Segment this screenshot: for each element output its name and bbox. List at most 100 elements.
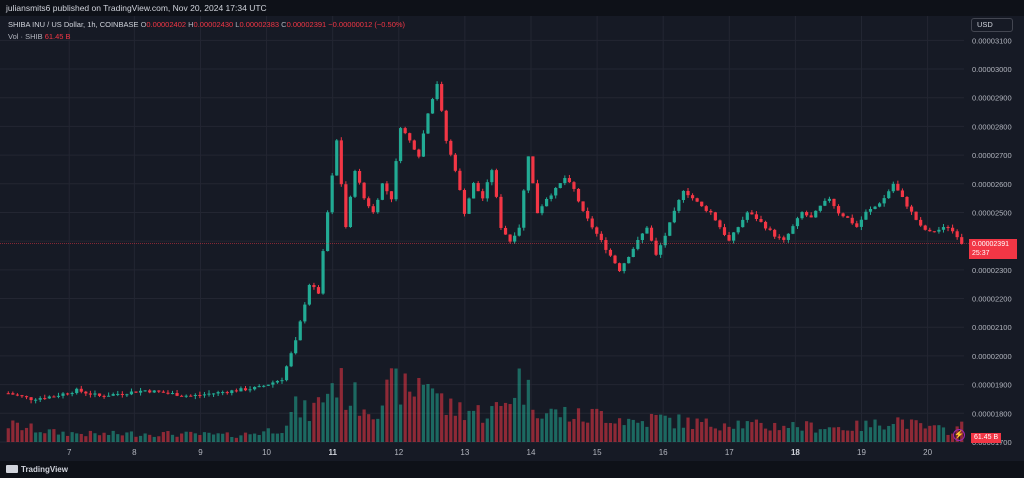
candle-body xyxy=(444,110,448,141)
candle-body xyxy=(873,206,877,209)
candle-body xyxy=(923,225,927,230)
candle-body xyxy=(695,198,699,202)
volume-bar xyxy=(654,414,658,442)
candle-body xyxy=(65,393,70,395)
candle-body xyxy=(654,240,658,255)
volume-bar xyxy=(805,421,809,442)
candle-body xyxy=(827,198,832,201)
x-tick-label: 12 xyxy=(394,448,403,457)
candle-body xyxy=(170,393,175,395)
volume-bar xyxy=(923,428,927,442)
volume-bar xyxy=(211,434,216,442)
candle-body xyxy=(722,227,727,235)
volume-bar xyxy=(476,405,480,442)
candle-body xyxy=(905,196,909,207)
candle-body xyxy=(768,228,772,230)
candle-body xyxy=(732,232,736,241)
volume-bar xyxy=(668,417,672,442)
candle-body xyxy=(120,393,124,395)
volume-bar xyxy=(713,428,717,442)
candle-body xyxy=(348,196,353,228)
y-tick-label: 0.00002700 xyxy=(972,151,1012,160)
volume-bar xyxy=(827,427,832,442)
candle-body xyxy=(700,201,704,207)
x-tick-label: 17 xyxy=(725,448,734,457)
candle-body xyxy=(462,190,467,214)
candle-body xyxy=(887,191,891,199)
volume-bar xyxy=(950,433,955,442)
volume-bar xyxy=(120,435,124,442)
candle-body xyxy=(421,133,426,157)
candle-body xyxy=(129,391,134,395)
y-tick-label: 0.00002300 xyxy=(972,266,1012,275)
candle-body xyxy=(453,154,457,171)
candle-body xyxy=(471,183,476,199)
last-price-tag: 0.00002391 25:37 xyxy=(969,239,1017,259)
volume-bar xyxy=(180,433,184,442)
candle-body xyxy=(805,212,809,216)
volume-bar xyxy=(70,432,74,442)
volume-bar xyxy=(604,422,608,442)
candle-body xyxy=(93,393,97,395)
volume-bar xyxy=(878,425,882,442)
volume-bar xyxy=(193,433,197,442)
candle-body xyxy=(572,182,576,189)
lightning-icon[interactable]: ⚡ xyxy=(953,429,965,441)
volume-bar xyxy=(549,408,553,442)
volume-bar xyxy=(289,412,293,442)
candle-body xyxy=(24,396,29,398)
candle-body xyxy=(198,394,202,396)
y-tick-label: 0.00002800 xyxy=(972,122,1012,131)
volume-bar xyxy=(909,419,914,442)
volume-bar xyxy=(576,408,581,442)
volume-bar xyxy=(800,430,804,442)
volume-bar xyxy=(563,406,567,442)
candle-body xyxy=(677,200,681,211)
candle-body xyxy=(727,234,731,241)
candle-body xyxy=(576,188,581,202)
candle-body xyxy=(389,191,394,200)
candle-body xyxy=(777,236,781,238)
candle-body xyxy=(107,395,111,397)
volume-bar xyxy=(148,434,152,442)
candle-body xyxy=(855,223,859,227)
volume-bar xyxy=(399,404,403,442)
candle-body xyxy=(61,393,65,396)
candle-body xyxy=(686,190,690,196)
volume-bar xyxy=(535,418,540,442)
volume-bar xyxy=(513,397,517,442)
currency-button[interactable]: USD xyxy=(971,18,1013,32)
candle-body xyxy=(919,219,923,226)
volume-bar xyxy=(207,432,211,442)
candle-body xyxy=(567,178,571,183)
candle-body xyxy=(11,393,15,395)
volume-bar xyxy=(768,430,772,442)
candle-body xyxy=(458,170,462,191)
candle-body xyxy=(56,395,61,397)
price-chart[interactable]: 0.00003100 0.00003000 0.00002900 0.00002800… xyxy=(0,16,1024,461)
volume-bar xyxy=(941,427,946,442)
candle-body xyxy=(248,389,252,391)
volume-bar xyxy=(43,433,47,442)
volume-bar xyxy=(900,419,905,442)
candle-body xyxy=(148,390,152,393)
candle-body xyxy=(640,233,644,241)
chart-background xyxy=(0,16,1024,461)
volume-bar xyxy=(690,429,695,442)
volume-bar xyxy=(257,434,261,442)
candle-body xyxy=(202,394,207,396)
candle-body xyxy=(280,380,284,382)
volume-bar xyxy=(599,411,603,442)
volume-bar xyxy=(732,428,736,442)
volume-bar xyxy=(458,402,462,442)
candle-body xyxy=(88,393,92,395)
volume-bar xyxy=(303,400,307,442)
candle-body xyxy=(412,140,416,150)
volume-bar xyxy=(832,427,836,442)
candle-body xyxy=(449,140,453,155)
candle-body xyxy=(581,201,585,211)
candle-body xyxy=(704,206,708,211)
candle-body xyxy=(43,398,47,400)
candle-body xyxy=(878,203,882,207)
candle-body xyxy=(38,398,42,400)
